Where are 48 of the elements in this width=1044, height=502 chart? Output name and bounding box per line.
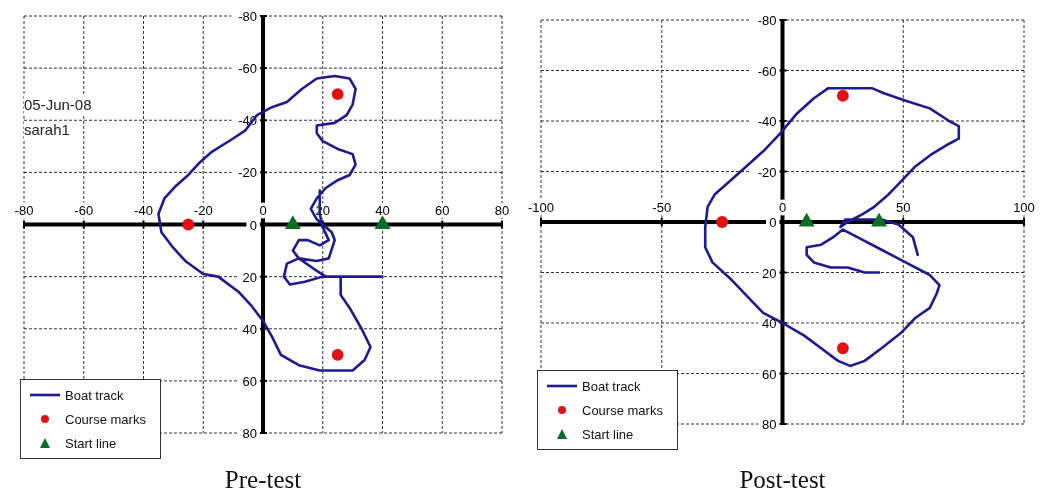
point: [331, 88, 344, 101]
y-tick-label: 80: [242, 426, 257, 441]
point: [374, 215, 391, 230]
y-tick-label: -80: [757, 13, 777, 28]
y-tick-label: 0: [769, 215, 777, 230]
x-tick-label: -20: [193, 202, 213, 218]
point: [836, 89, 849, 102]
text: Post-test: [738, 466, 827, 494]
y-tick-label: -20: [238, 165, 257, 181]
x-tick-label: -100: [527, 200, 555, 215]
y-tick-label: -60: [238, 61, 257, 77]
legend-label: Boat track: [65, 387, 124, 403]
y-tick-label: -80: [238, 9, 257, 24]
y-tick-label: 20: [762, 265, 777, 281]
line-series: [703, 86, 961, 368]
legend-label: Course marks: [582, 402, 663, 418]
legend-label: Course marks: [65, 411, 146, 427]
y-tick-label: -20: [757, 164, 777, 180]
point: [836, 342, 849, 355]
y-tick-label: 80: [762, 417, 777, 432]
legend-label: Start line: [65, 435, 117, 451]
annotation: sarah1: [24, 121, 70, 139]
point: [716, 216, 729, 228]
x-tick-label: 40: [375, 202, 390, 218]
x-tick-label: 80: [494, 202, 510, 218]
y-tick-label: 0: [249, 217, 257, 233]
point: [182, 218, 195, 231]
y-tick-label: 40: [242, 321, 257, 337]
text: Pre-test: [223, 466, 303, 494]
x-tick-label: 50: [896, 200, 911, 215]
legend-label: Boat track: [582, 378, 641, 394]
x-tick-label: 0: [778, 200, 787, 215]
x-tick-label: 60: [435, 202, 450, 218]
x-tick-label: -50: [652, 200, 672, 215]
y-tick-label: -60: [757, 63, 777, 79]
point: [284, 215, 301, 230]
y-tick-label: 60: [762, 366, 777, 382]
x-tick-label: 100: [1013, 200, 1035, 215]
y-tick-label: 20: [242, 269, 257, 285]
x-tick-label: -40: [134, 202, 153, 218]
annotation: 05-Jun-08: [24, 96, 92, 114]
legend-label: Start line: [582, 426, 634, 442]
point: [331, 348, 344, 361]
y-tick-label: 60: [242, 373, 257, 389]
y-tick-label: 40: [762, 316, 777, 331]
y-tick-label: -40: [757, 114, 777, 129]
x-tick-label: -80: [14, 202, 34, 218]
x-tick-label: -60: [74, 202, 94, 218]
